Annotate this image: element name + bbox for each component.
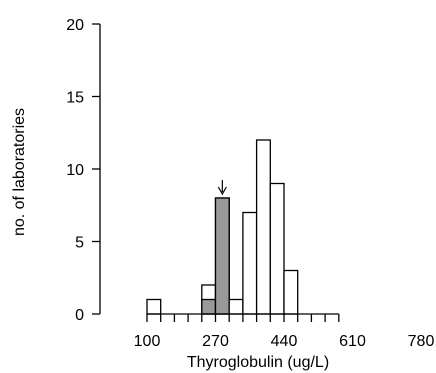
y-axis-title: no. of laboratories (11, 108, 28, 236)
marker-layer (217, 180, 227, 196)
bars-layer (146, 139, 299, 315)
ticks-layer: 0 5 10 15 20 100 270 440 610 780 (66, 17, 434, 350)
histogram-bar (242, 211, 258, 315)
histogram-bar (255, 139, 271, 315)
y-tick-label: 15 (66, 90, 84, 107)
histogram-bar (269, 182, 285, 315)
histogram-bar (283, 269, 299, 315)
y-tick-label: 20 (66, 17, 84, 34)
x-tick-label: 610 (339, 333, 366, 350)
histogram-bar-highlighted (201, 298, 217, 315)
histogram-bar (228, 298, 244, 315)
x-tick-label: 780 (408, 333, 435, 350)
histogram-bar-highlighted (214, 197, 230, 315)
x-tick-label: 440 (271, 333, 298, 350)
y-tick-label: 0 (75, 307, 84, 324)
y-tick-label: 10 (66, 162, 84, 179)
x-tick-label: 270 (202, 333, 229, 350)
x-tick-label: 100 (134, 333, 161, 350)
histogram-bar (146, 298, 162, 315)
y-tick-label: 5 (75, 235, 84, 252)
arrow-marker-head (217, 186, 227, 196)
x-axis-title: Thyroglobulin (ug/L) (187, 354, 329, 371)
